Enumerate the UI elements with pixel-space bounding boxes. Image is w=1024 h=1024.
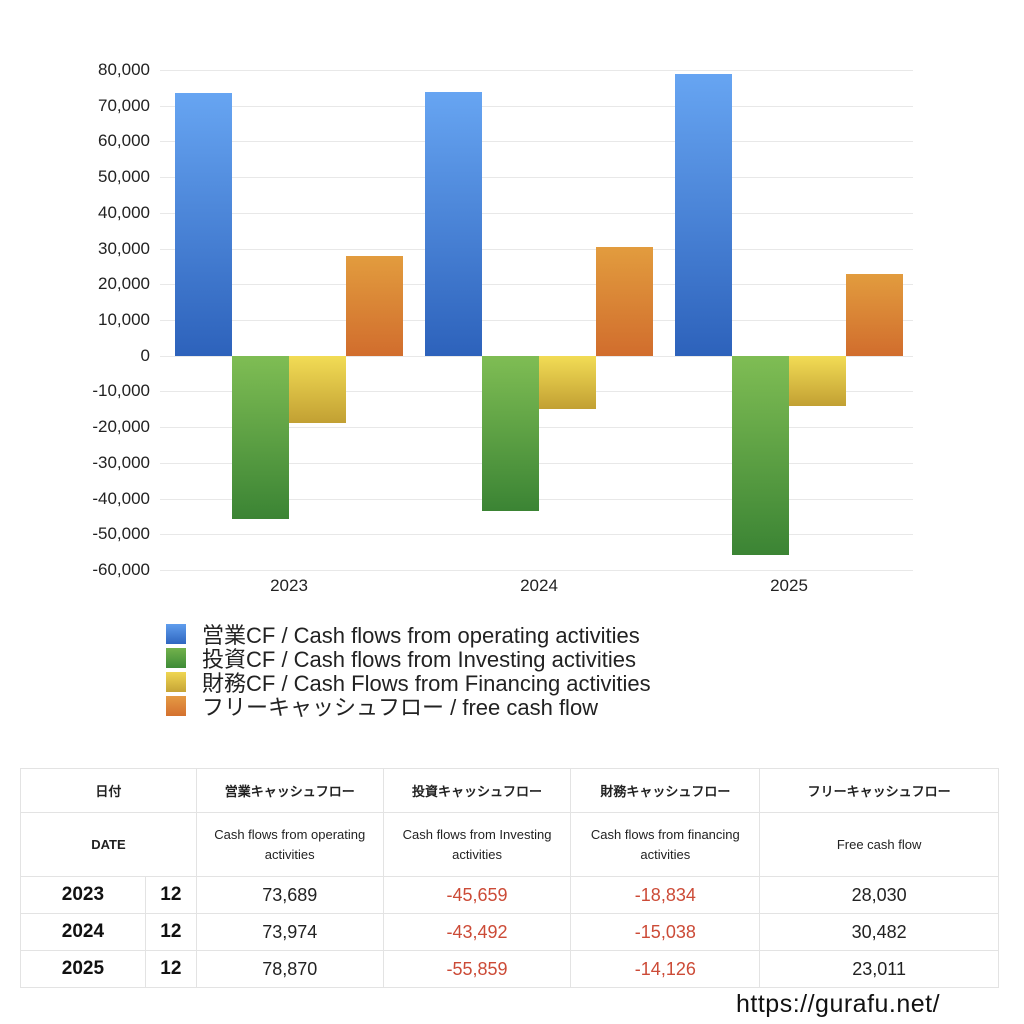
cell-operating: 73,689 [195,876,384,914]
bar-investing-2025 [732,355,789,556]
legend-item-operating: 営業CF / Cash flows from operating activit… [166,622,651,648]
y-tick-label: 10,000 [98,310,150,329]
cell-month: 12 [144,950,197,988]
cell-year: 2023 [20,876,146,914]
cell-free: 30,482 [759,913,999,951]
y-tick-label: -40,000 [92,488,150,508]
table-row: 2023 12 73,689 -45,659 -18,834 28,030 [20,876,999,914]
legend-swatch-financing-icon [166,672,186,692]
bar-operating-2024 [425,91,482,356]
legend-item-free: フリーキャッシュフロー / free cash flow [166,694,651,720]
header-financing-en: Cash flows from financing activities [570,812,761,877]
header-operating-en: Cash flows from operating activities [195,812,384,877]
y-tick-label: 0 [140,345,150,365]
gridline [160,177,913,179]
cell-month: 12 [144,876,197,914]
y-tick-label: -10,000 [92,381,150,401]
y-tick-label: 50,000 [98,167,150,187]
x-tick-label: 2023 [270,576,308,595]
bar-free-2023 [346,255,403,356]
header-date-jp: 日付 [20,768,197,813]
bar-investing-2023 [232,355,289,519]
bar-financing-2024 [539,355,596,410]
bar-free-2024 [596,246,653,356]
y-tick-label: -50,000 [92,524,150,544]
y-tick-label: 70,000 [98,95,150,115]
y-tick-label: 80,000 [98,60,150,79]
cell-month: 12 [144,913,197,951]
cash-flow-bar-chart: 80,000 70,000 60,000 50,000 40,000 30,000 20,0… [92,60,913,595]
gridline [160,284,913,286]
y-tick-label: -60,000 [92,560,150,579]
y-tick-label: 40,000 [98,202,150,222]
header-free-jp: フリーキャッシュフロー [759,768,999,813]
table-header-en: DATE Cash flows from operating activitie… [20,812,999,877]
legend-item-investing: 投資CF / Cash flows from Investing activit… [166,646,651,672]
gridline [160,534,913,536]
table-row: 2024 12 73,974 -43,492 -15,038 30,482 [20,913,999,951]
cell-financing: -15,038 [570,913,761,951]
cell-year: 2025 [20,950,146,988]
header-operating-jp: 営業キャッシュフロー [195,768,384,813]
legend-label: 営業CF / Cash flows from operating activit… [202,623,640,648]
gridline [160,105,913,107]
chart-legend: 営業CF / Cash flows from operating activit… [166,622,651,720]
cell-financing: -18,834 [570,876,761,914]
legend-swatch-investing-icon [166,648,186,668]
cell-financing: -14,126 [570,950,761,988]
gridline [160,70,913,71]
cell-operating: 78,870 [195,950,384,988]
header-investing-en: Cash flows from Investing activities [382,812,572,877]
table-header-jp: 日付 営業キャッシュフロー 投資キャッシュフロー 財務キャッシュフロー フリーキ… [20,768,999,813]
header-financing-jp: 財務キャッシュフロー [570,768,761,813]
bar-investing-2024 [482,355,539,512]
y-tick-label: 60,000 [98,131,150,151]
header-investing-jp: 投資キャッシュフロー [382,768,572,813]
legend-swatch-operating-icon [166,624,186,644]
gridline [160,570,913,571]
y-tick-label: 20,000 [98,274,150,294]
legend-label: フリーキャッシュフロー / free cash flow [202,695,599,720]
y-tick-label: -30,000 [92,452,150,472]
x-tick-label: 2024 [520,576,558,595]
legend-item-financing: 財務CF / Cash Flows from Financing activit… [166,670,651,696]
legend-label: 投資CF / Cash flows from Investing activit… [202,647,637,672]
cell-investing: -45,659 [382,876,572,914]
bar-financing-2023 [289,355,346,423]
header-free-en: Free cash flow [759,812,999,877]
gridline [160,141,913,143]
cell-free: 23,011 [759,950,999,988]
cell-free: 28,030 [759,876,999,914]
bar-operating-2025 [675,74,732,356]
y-tick-label: -20,000 [92,417,150,437]
cash-flow-table: 日付 営業キャッシュフロー 投資キャッシュフロー 財務キャッシュフロー フリーキ… [20,768,999,988]
bar-operating-2023 [175,92,232,356]
gridline [160,320,913,321]
gridline [160,212,913,214]
table-row: 2025 12 78,870 -55,859 -14,126 23,011 [20,950,999,988]
cell-operating: 73,974 [195,913,384,951]
header-date-en: DATE [20,812,197,877]
bar-financing-2025 [789,355,846,407]
cell-year: 2024 [20,913,146,951]
cell-investing: -43,492 [382,913,572,951]
gridline [160,248,913,250]
site-url-link[interactable]: https://gurafu.net/ [736,990,941,1018]
legend-label: 財務CF / Cash Flows from Financing activit… [202,671,651,696]
cell-investing: -55,859 [382,950,572,988]
y-tick-label: 30,000 [98,238,150,258]
bar-free-2025 [846,273,903,356]
x-tick-label: 2025 [770,576,808,595]
legend-swatch-free-icon [166,696,186,716]
